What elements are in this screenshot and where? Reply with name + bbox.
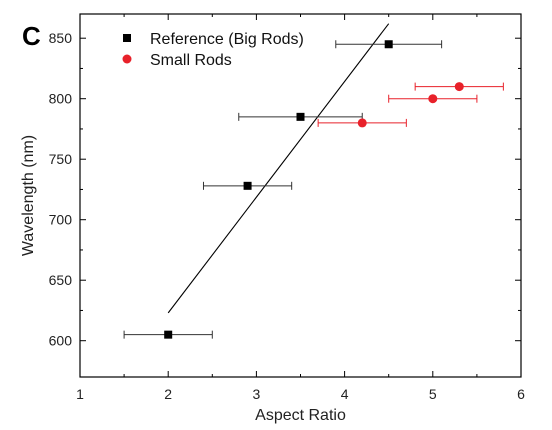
x-tick-label: 2 <box>164 386 172 402</box>
data-point-square <box>296 112 305 121</box>
y-tick-label: 700 <box>49 212 73 228</box>
x-tick-label: 3 <box>253 386 261 402</box>
data-point-square <box>164 330 173 339</box>
legend-label: Reference (Big Rods) <box>150 31 304 48</box>
plot-frame <box>79 13 522 378</box>
data-point-square <box>384 40 393 49</box>
x-tick-label: 4 <box>341 386 349 402</box>
legend-marker-circle <box>122 54 132 64</box>
y-tick-label: 600 <box>49 333 73 349</box>
y-tick-label: 750 <box>49 151 73 167</box>
data-point-square <box>243 181 252 190</box>
data-point-circle <box>428 94 438 104</box>
legend-marker-square <box>123 34 131 42</box>
axes: 1 2 3 4 5 6 600 650 700 750 800 850 <box>49 13 525 402</box>
y-tick-label: 800 <box>49 91 73 107</box>
fit-line <box>167 23 390 314</box>
y-tick-label: 850 <box>49 30 73 46</box>
legend-label: Small Rods <box>150 52 232 69</box>
series-2 <box>317 82 504 128</box>
data-point-circle <box>454 82 464 92</box>
x-tick-label: 6 <box>517 386 525 402</box>
legend: Reference (Big Rods) Small Rods <box>122 31 304 69</box>
plot-area <box>123 23 504 339</box>
x-tick-label: 1 <box>76 386 84 402</box>
y-tick-label: 650 <box>49 272 73 288</box>
panel-label: C <box>22 21 41 51</box>
x-tick-label: 5 <box>429 386 437 402</box>
y-axis-title: Wavelength (nm) <box>20 135 37 256</box>
data-point-circle <box>357 118 367 128</box>
series-1 <box>123 40 443 339</box>
x-axis-title: Aspect Ratio <box>255 407 346 424</box>
